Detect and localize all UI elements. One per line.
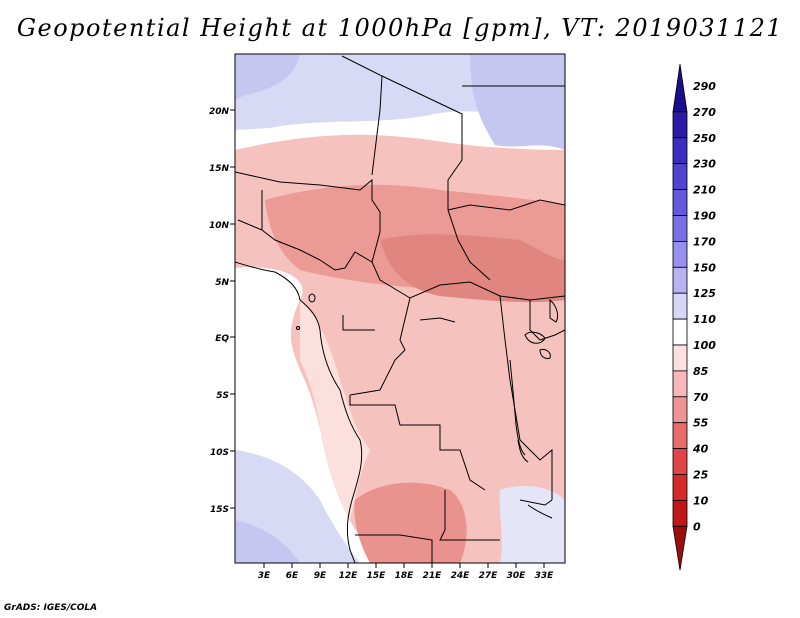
colorbar-swatch: [672, 189, 688, 216]
x-tick-label: 9E: [314, 571, 327, 581]
y-tick-label: 10N: [209, 221, 230, 231]
colorbar-swatch: [672, 63, 688, 113]
axis-ticks: [230, 109, 545, 568]
colorbar-label: 0: [693, 520, 701, 533]
y-tick-label: 5N: [215, 278, 229, 288]
colorbar-swatch: [672, 266, 688, 294]
y-tick-label: 10S: [210, 448, 229, 458]
y-tick-label: 20N: [209, 107, 230, 117]
colorbar-label: 270: [693, 106, 716, 119]
x-tick-label: 21E: [423, 571, 443, 581]
map-title: Geopotential Height at 1000hPa [gpm], VT…: [16, 14, 784, 42]
y-tick-label: EQ: [215, 334, 229, 344]
colorbar-label: 170: [693, 235, 716, 248]
colorbar-swatch: [672, 344, 688, 372]
lakes: [296, 293, 559, 519]
colorbar-label: 25: [693, 469, 709, 482]
x-tick-label: 30E: [507, 571, 527, 581]
x-tick-label: 33E: [535, 571, 555, 581]
colorbar-label: 100: [693, 339, 716, 352]
colorbar-swatch: [672, 370, 688, 398]
colorbar-swatch: [672, 111, 688, 139]
colorbar-label: 10: [693, 494, 709, 507]
hot-region-south: [354, 482, 467, 563]
colorbar-label: 85: [693, 365, 709, 378]
colorbar-swatch: [672, 474, 688, 501]
map-field: [235, 54, 565, 563]
cool-region-northeast: [470, 54, 565, 150]
colorbar-swatch: [672, 240, 688, 268]
colorbar-swatch: [672, 499, 688, 527]
y-tick-label: 15S: [210, 505, 229, 515]
x-tick-label: 3E: [258, 571, 271, 581]
colorbar-label: 250: [693, 132, 716, 145]
cool-region-southeast: [499, 485, 565, 563]
grads-credit: GrADS: IGES/COLA: [4, 603, 98, 613]
colorbar-swatch: [672, 137, 688, 165]
colorbar-label: 125: [693, 287, 716, 300]
y-tick-label: 15N: [209, 164, 230, 174]
colorbar-swatch: [672, 292, 688, 320]
colorbar-swatch: [672, 215, 688, 242]
colorbar: 2902702502302101901701501251101008570554…: [672, 63, 716, 571]
colorbar-label: 40: [692, 443, 709, 456]
colorbar-label: 70: [693, 391, 709, 404]
colorbar-swatch: [672, 448, 688, 475]
colorbar-label: 290: [693, 80, 716, 93]
cool-region-northwest: [235, 54, 300, 100]
x-tick-label: 24E: [451, 571, 471, 581]
x-tick-label: 6E: [286, 571, 299, 581]
colorbar-label: 150: [693, 261, 716, 274]
colorbar-swatch: [672, 525, 688, 571]
colorbar-label: 190: [693, 210, 716, 223]
coastline: [235, 261, 363, 563]
x-tick-label: 12E: [339, 571, 359, 581]
colorbar-label: 210: [693, 184, 716, 197]
colorbar-label: 230: [693, 158, 716, 171]
colorbar-label: 110: [693, 313, 716, 326]
country-borders: [235, 55, 565, 563]
colorbar-swatch: [672, 422, 688, 450]
cool-region-far-southwest: [235, 520, 300, 563]
hot-region-central: [380, 234, 565, 303]
colorbar-swatch: [672, 318, 688, 346]
y-tick-label: 5S: [216, 391, 229, 401]
x-tick-label: 18E: [395, 571, 415, 581]
colorbar-swatch: [672, 163, 688, 190]
map-border: [234, 53, 566, 564]
colorbar-swatch: [672, 396, 688, 424]
colorbar-label: 55: [693, 417, 709, 430]
x-tick-label: 15E: [367, 571, 387, 581]
ocean-gulf-of-guinea: [235, 267, 320, 460]
x-tick-label: 27E: [479, 571, 499, 581]
pale-coast: [300, 300, 370, 520]
